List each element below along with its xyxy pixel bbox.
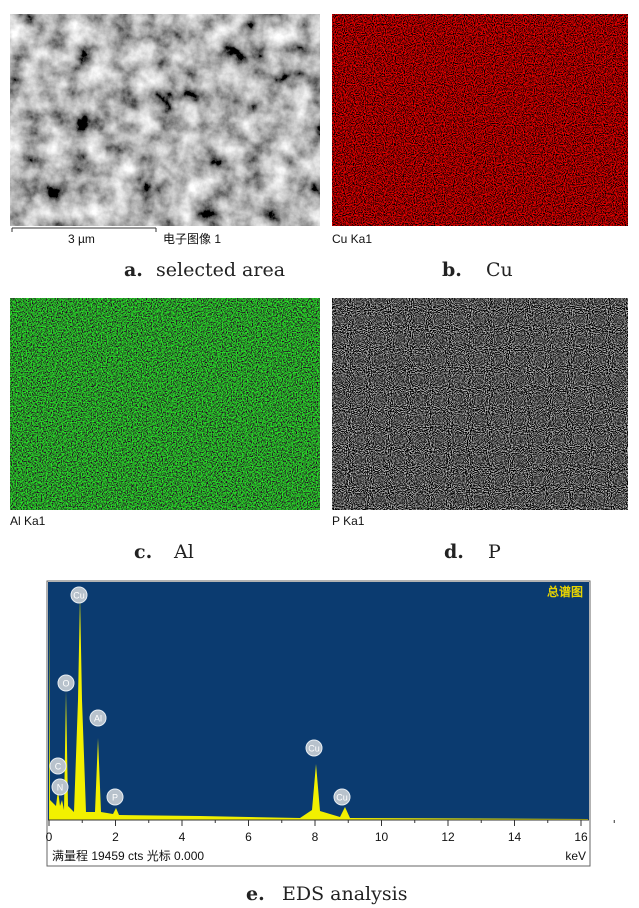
x-tick-label: 10	[375, 830, 389, 844]
peak-label: Al	[94, 713, 102, 723]
panel-letter: a.	[124, 259, 143, 281]
peak-label: Cu	[73, 590, 85, 600]
panel-caption: EDS analysis	[282, 883, 407, 905]
x-tick-label: 2	[112, 830, 119, 844]
peak-label: C	[55, 761, 62, 771]
spectrum-footer: 满量程 19459 cts 光标 0.000	[52, 848, 204, 863]
peak-label: N	[57, 782, 64, 792]
x-tick-label: 8	[312, 830, 319, 844]
al-map	[10, 298, 320, 510]
cu-map	[332, 14, 628, 226]
peak-label: O	[62, 678, 69, 688]
peak-label: Cu	[336, 792, 348, 802]
panel-caption: P	[488, 541, 501, 563]
image-label: 电子图像 1	[163, 232, 221, 246]
figure: 3 µm 电子图像 1 a. selected area Cu Ka1 b. C…	[0, 0, 639, 908]
scale-label: 3 µm	[68, 232, 95, 246]
peak-label: P	[112, 792, 118, 802]
x-tick-label: 14	[508, 830, 522, 844]
spectrum-title: 总谱图	[547, 584, 583, 599]
panel-letter: d.	[444, 541, 464, 563]
image-label: Cu Ka1	[332, 232, 372, 246]
x-tick-label: 0	[46, 830, 53, 844]
x-unit: keV	[565, 849, 586, 863]
spectrum-plot	[48, 582, 589, 820]
x-tick-label: 12	[441, 830, 455, 844]
panel-caption: Cu	[486, 259, 513, 281]
panel-letter: b.	[442, 259, 462, 281]
panel-caption: Al	[173, 541, 194, 563]
peak-label: Cu	[308, 743, 320, 753]
panel-letter: c.	[134, 541, 152, 563]
image-label: Al Ka1	[10, 514, 46, 528]
panel-caption: selected area	[156, 259, 285, 281]
p-map	[332, 298, 628, 510]
image-label: P Ka1	[332, 514, 365, 528]
x-tick-label: 6	[245, 830, 252, 844]
eds-spectrum: 总谱图 满量程 19459 cts 光标 0.000 keV 0 2 4 6 8 10 12…	[46, 581, 615, 866]
x-tick-label: 4	[179, 830, 186, 844]
sem-image	[10, 14, 320, 226]
panel-letter: e.	[246, 883, 265, 905]
x-tick-label: 16	[574, 830, 588, 844]
